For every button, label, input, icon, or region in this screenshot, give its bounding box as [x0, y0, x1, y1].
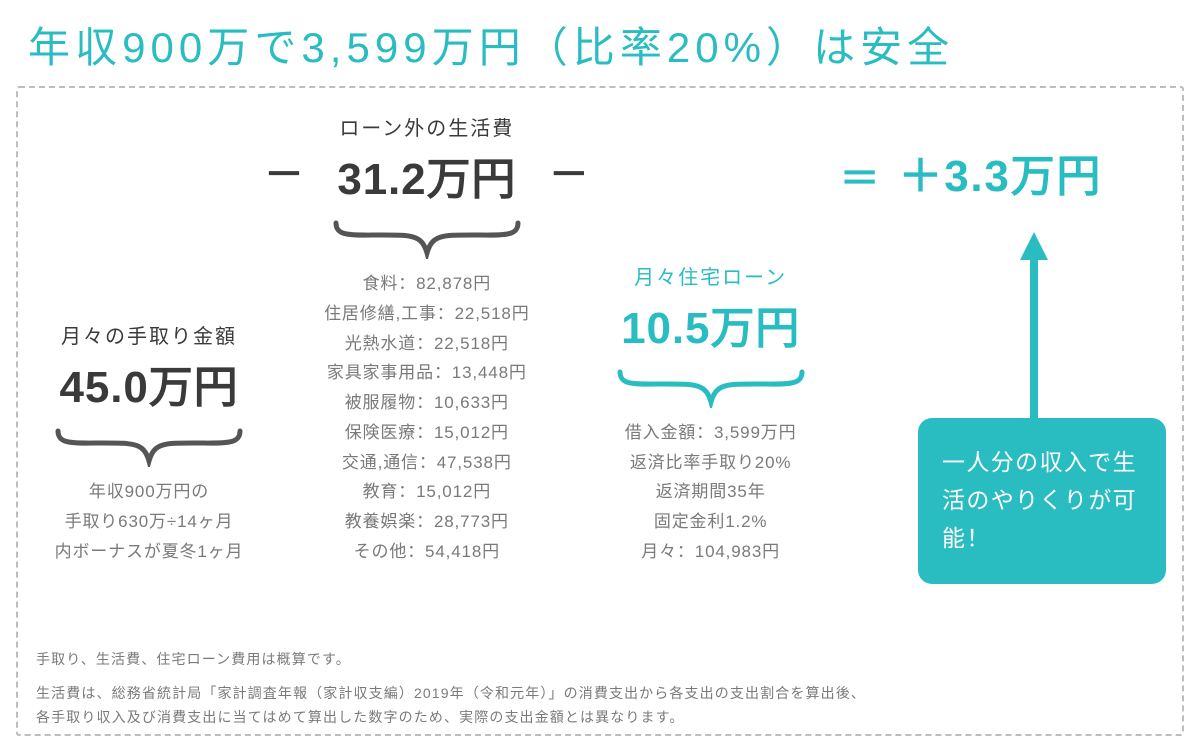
callout-bubble: 一人分の収入で生活のやりくりが可能！: [918, 418, 1166, 584]
brace-icon: [330, 217, 524, 261]
brace-icon: [52, 425, 246, 469]
callout-arrow-icon: [1020, 232, 1048, 260]
page-title: 年収900万で3,599万円（比率20%）は安全: [28, 14, 954, 75]
col-net-income: 月々の手取り金額 45.0万円 年収900万円の手取り630万÷14ヶ月内ボーナ…: [40, 320, 258, 566]
col3-value: 10.5万円: [621, 292, 800, 356]
col1-label: 月々の手取り金額: [61, 320, 237, 349]
callout-stem: [1030, 260, 1038, 418]
col-living-cost: ローン外の生活費 31.2万円 食料：82,878円住居修繕,工事：22,518…: [311, 112, 543, 567]
detail-line: 被服履物：10,633円: [324, 388, 529, 418]
minus-op: －: [258, 142, 311, 206]
detail-line: 住居修繕,工事：22,518円: [324, 299, 529, 329]
title-tail: は安全: [813, 24, 954, 71]
minus-op: －: [543, 142, 596, 206]
detail-line: 食料：82,878円: [324, 269, 529, 299]
col2-label: ローン外の生活費: [339, 112, 514, 141]
col1-details: 年収900万円の手取り630万÷14ヶ月内ボーナスが夏冬1ヶ月: [55, 477, 244, 566]
detail-line: その他：54,418円: [324, 537, 529, 567]
col-loan: 月々住宅ローン 10.5万円 借入金額：3,599万円返済比率手取り20%返済期…: [596, 261, 826, 567]
detail-line: 家具家事用品：13,448円: [324, 358, 529, 388]
detail-line: 保険医療：15,012円: [324, 418, 529, 448]
footnote-2: 生活費は、総務省統計局「家計調査年報（家計収支編）2019年（令和元年）」の消費…: [36, 682, 876, 730]
col3-details: 借入金額：3,599万円返済比率手取り20%返済期間35年固定金利1.2%月々：…: [625, 418, 797, 567]
detail-line: 返済比率手取り20%: [625, 448, 797, 478]
col3-label: 月々住宅ローン: [634, 261, 787, 290]
col2-details: 食料：82,878円住居修繕,工事：22,518円光熱水道：22,518円家具家…: [324, 269, 529, 567]
detail-line: 月々：104,983円: [625, 537, 797, 567]
col2-value: 31.2万円: [337, 143, 516, 207]
detail-line: 年収900万円の: [55, 477, 244, 507]
detail-line: 返済期間35年: [625, 477, 797, 507]
brace-icon: [614, 366, 808, 410]
equals-op: ＝: [826, 146, 899, 210]
detail-line: 内ボーナスが夏冬1ヶ月: [55, 537, 244, 567]
detail-line: 教育：15,012円: [324, 477, 529, 507]
detail-line: 借入金額：3,599万円: [625, 418, 797, 448]
detail-line: 光熱水道：22,518円: [324, 329, 529, 359]
footnote-1: 手取り、生活費、住宅ローン費用は概算です。: [36, 648, 351, 672]
detail-line: 固定金利1.2%: [625, 507, 797, 537]
detail-line: 手取り630万÷14ヶ月: [55, 507, 244, 537]
detail-line: 教養娯楽：28,773円: [324, 507, 529, 537]
result-value: ＋3.3万円: [898, 140, 1102, 206]
detail-line: 交通,通信：47,538円: [324, 448, 529, 478]
col1-value: 45.0万円: [60, 351, 239, 415]
title-accent: 年収900万で3,599万円（比率20%）: [28, 24, 813, 71]
